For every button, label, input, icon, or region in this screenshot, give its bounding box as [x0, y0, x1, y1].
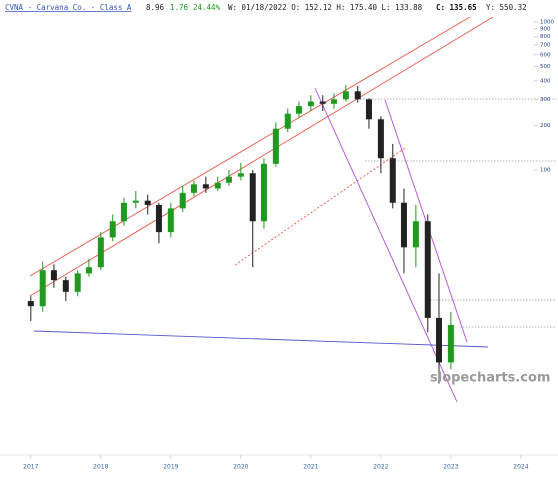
trend-line — [384, 99, 468, 343]
watermark: slopecharts.com — [430, 371, 550, 386]
candle-body — [307, 101, 314, 107]
y-tick-label: 300 — [540, 97, 551, 103]
header-info: W: 01/18/2022 O: 152.12 H: 175.40 L: 133… — [228, 3, 423, 12]
candle-body — [319, 101, 326, 104]
candle-body — [50, 270, 57, 281]
x-tick-label: 2018 — [93, 464, 108, 471]
candle-body — [27, 301, 34, 307]
y-tick-label: 200 — [540, 123, 551, 129]
candle-body — [260, 163, 267, 222]
candle-body — [190, 184, 197, 193]
header-last: 8.96 — [146, 3, 165, 12]
candle-body — [272, 128, 279, 164]
y-tick-label: 900 — [540, 26, 551, 32]
candle-body — [74, 273, 81, 292]
x-tick-label: 2024 — [513, 464, 528, 471]
candle-body — [120, 202, 127, 222]
candle-body — [295, 106, 302, 114]
x-tick-label: 2021 — [303, 464, 318, 471]
y-tick-label: 500 — [540, 64, 551, 70]
header-y: Y: 550.32 — [486, 3, 527, 12]
candle-body — [85, 267, 92, 274]
candle-body — [377, 119, 384, 159]
candle-body — [39, 270, 46, 307]
trend-line — [29, 16, 494, 297]
x-tick-label: 2019 — [163, 464, 178, 471]
candle-body — [389, 158, 396, 203]
candle-body — [132, 200, 139, 203]
y-tick-label: 700 — [540, 42, 551, 48]
candle-body — [62, 280, 69, 292]
candle-body — [155, 204, 162, 233]
candle-body — [144, 200, 151, 205]
header-title: CVNA - Carvana Co. - Class A — [5, 3, 132, 12]
candle-body — [237, 173, 244, 177]
candle-body — [284, 113, 291, 129]
candle-body — [225, 176, 232, 183]
trend-line — [29, 16, 471, 277]
y-tick-label: 400 — [540, 78, 551, 84]
candle-body — [412, 221, 419, 248]
header: CVNA - Carvana Co. - Class A 8.96 1.76 2… — [5, 3, 527, 12]
trend-line — [314, 87, 458, 403]
x-tick-label: 2023 — [443, 464, 458, 471]
candle-body — [330, 99, 337, 104]
candle-body — [447, 324, 454, 363]
candle-body — [400, 202, 407, 248]
candle-body — [249, 173, 256, 222]
candle-body — [424, 221, 431, 318]
candle-body — [179, 192, 186, 209]
header-change: 1.76 — [170, 3, 189, 12]
candle-body — [365, 99, 372, 120]
trend-line — [33, 330, 489, 348]
candle-body — [109, 221, 116, 238]
candle-body — [202, 184, 209, 189]
x-tick-label: 2017 — [23, 464, 38, 471]
y-tick-label: 100 — [540, 167, 551, 173]
x-tick-label: 2020 — [233, 464, 248, 471]
candle-body — [342, 91, 349, 100]
header-close: C: 135.65 — [436, 3, 477, 12]
candle-body — [435, 317, 442, 363]
candle-body — [354, 91, 361, 100]
y-tick-label: 800 — [540, 34, 551, 40]
candle-body — [214, 182, 221, 189]
y-tick-label: 600 — [540, 52, 551, 58]
header-change-pct: 24.44% — [193, 3, 221, 12]
y-tick-label: 1000 — [540, 19, 554, 25]
x-tick-label: 2022 — [373, 464, 388, 471]
candle-body — [167, 208, 174, 233]
candle-body — [97, 237, 104, 268]
